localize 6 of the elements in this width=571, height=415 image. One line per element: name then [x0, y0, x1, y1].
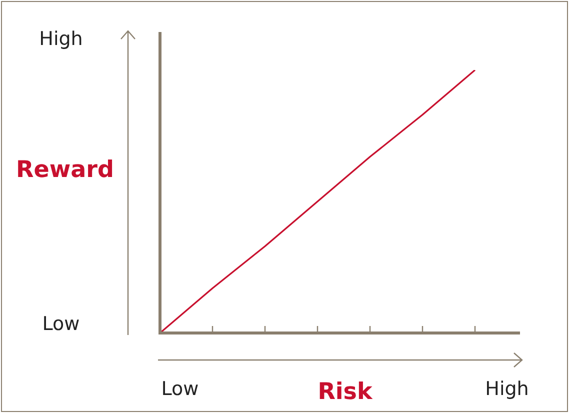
text: High [485, 378, 529, 400]
y-axis-title: Reward [16, 157, 114, 183]
text: Low [161, 378, 199, 400]
text: High [39, 28, 83, 50]
text: Low [42, 313, 80, 335]
x-axis-title: Risk [318, 379, 372, 405]
